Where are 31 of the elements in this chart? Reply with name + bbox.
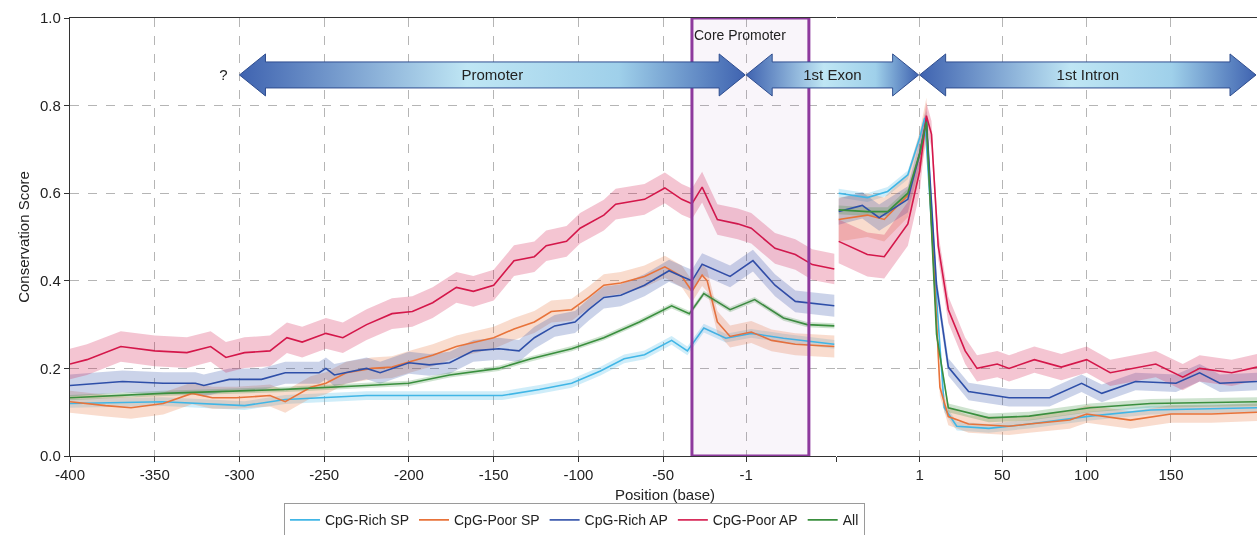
x-axis-title: Position (base): [615, 486, 716, 503]
y-axis-title: Conservation Score: [15, 171, 33, 303]
x-tick-label: -350: [139, 466, 170, 484]
y-tick-label: 1.0: [39, 9, 61, 27]
x-tick-label: -50: [652, 466, 674, 484]
x-tick-label: -100: [563, 466, 594, 484]
x-tick-label: -200: [393, 466, 424, 484]
x-tick-label: -150: [478, 466, 509, 484]
x-tick-label: 150: [1158, 466, 1184, 484]
legend-label: CpG-Poor AP: [712, 512, 798, 529]
y-tick-label: 0.6: [39, 184, 61, 202]
y-tick-label: 0.0: [39, 447, 61, 465]
y-tick-label: 0.2: [39, 359, 61, 377]
annotation: ?: [219, 65, 228, 83]
x-tick-label: 50: [993, 466, 1011, 484]
y-tick-label: 0.8: [39, 96, 61, 114]
x-tick-label: 1: [915, 466, 924, 484]
legend-label: CpG-Rich AP: [584, 512, 668, 529]
x-tick-label: -250: [309, 466, 340, 484]
band-label: Core Promoter: [694, 27, 787, 43]
x-tick-label: -400: [54, 466, 86, 484]
y-tick-label: 0.4: [39, 272, 61, 290]
annotation: 1st Intron: [1056, 65, 1120, 83]
annotation: Promoter: [461, 65, 524, 83]
legend-label: CpG-Poor SP: [454, 512, 540, 529]
legend-label: All: [842, 512, 859, 529]
x-tick-label: 100: [1074, 466, 1100, 484]
x-tick-label: -300: [224, 466, 255, 484]
legend-label: CpG-Rich SP: [324, 512, 410, 529]
annotation: 1st Exon: [803, 65, 862, 83]
x-tick-label: -1: [739, 466, 753, 484]
